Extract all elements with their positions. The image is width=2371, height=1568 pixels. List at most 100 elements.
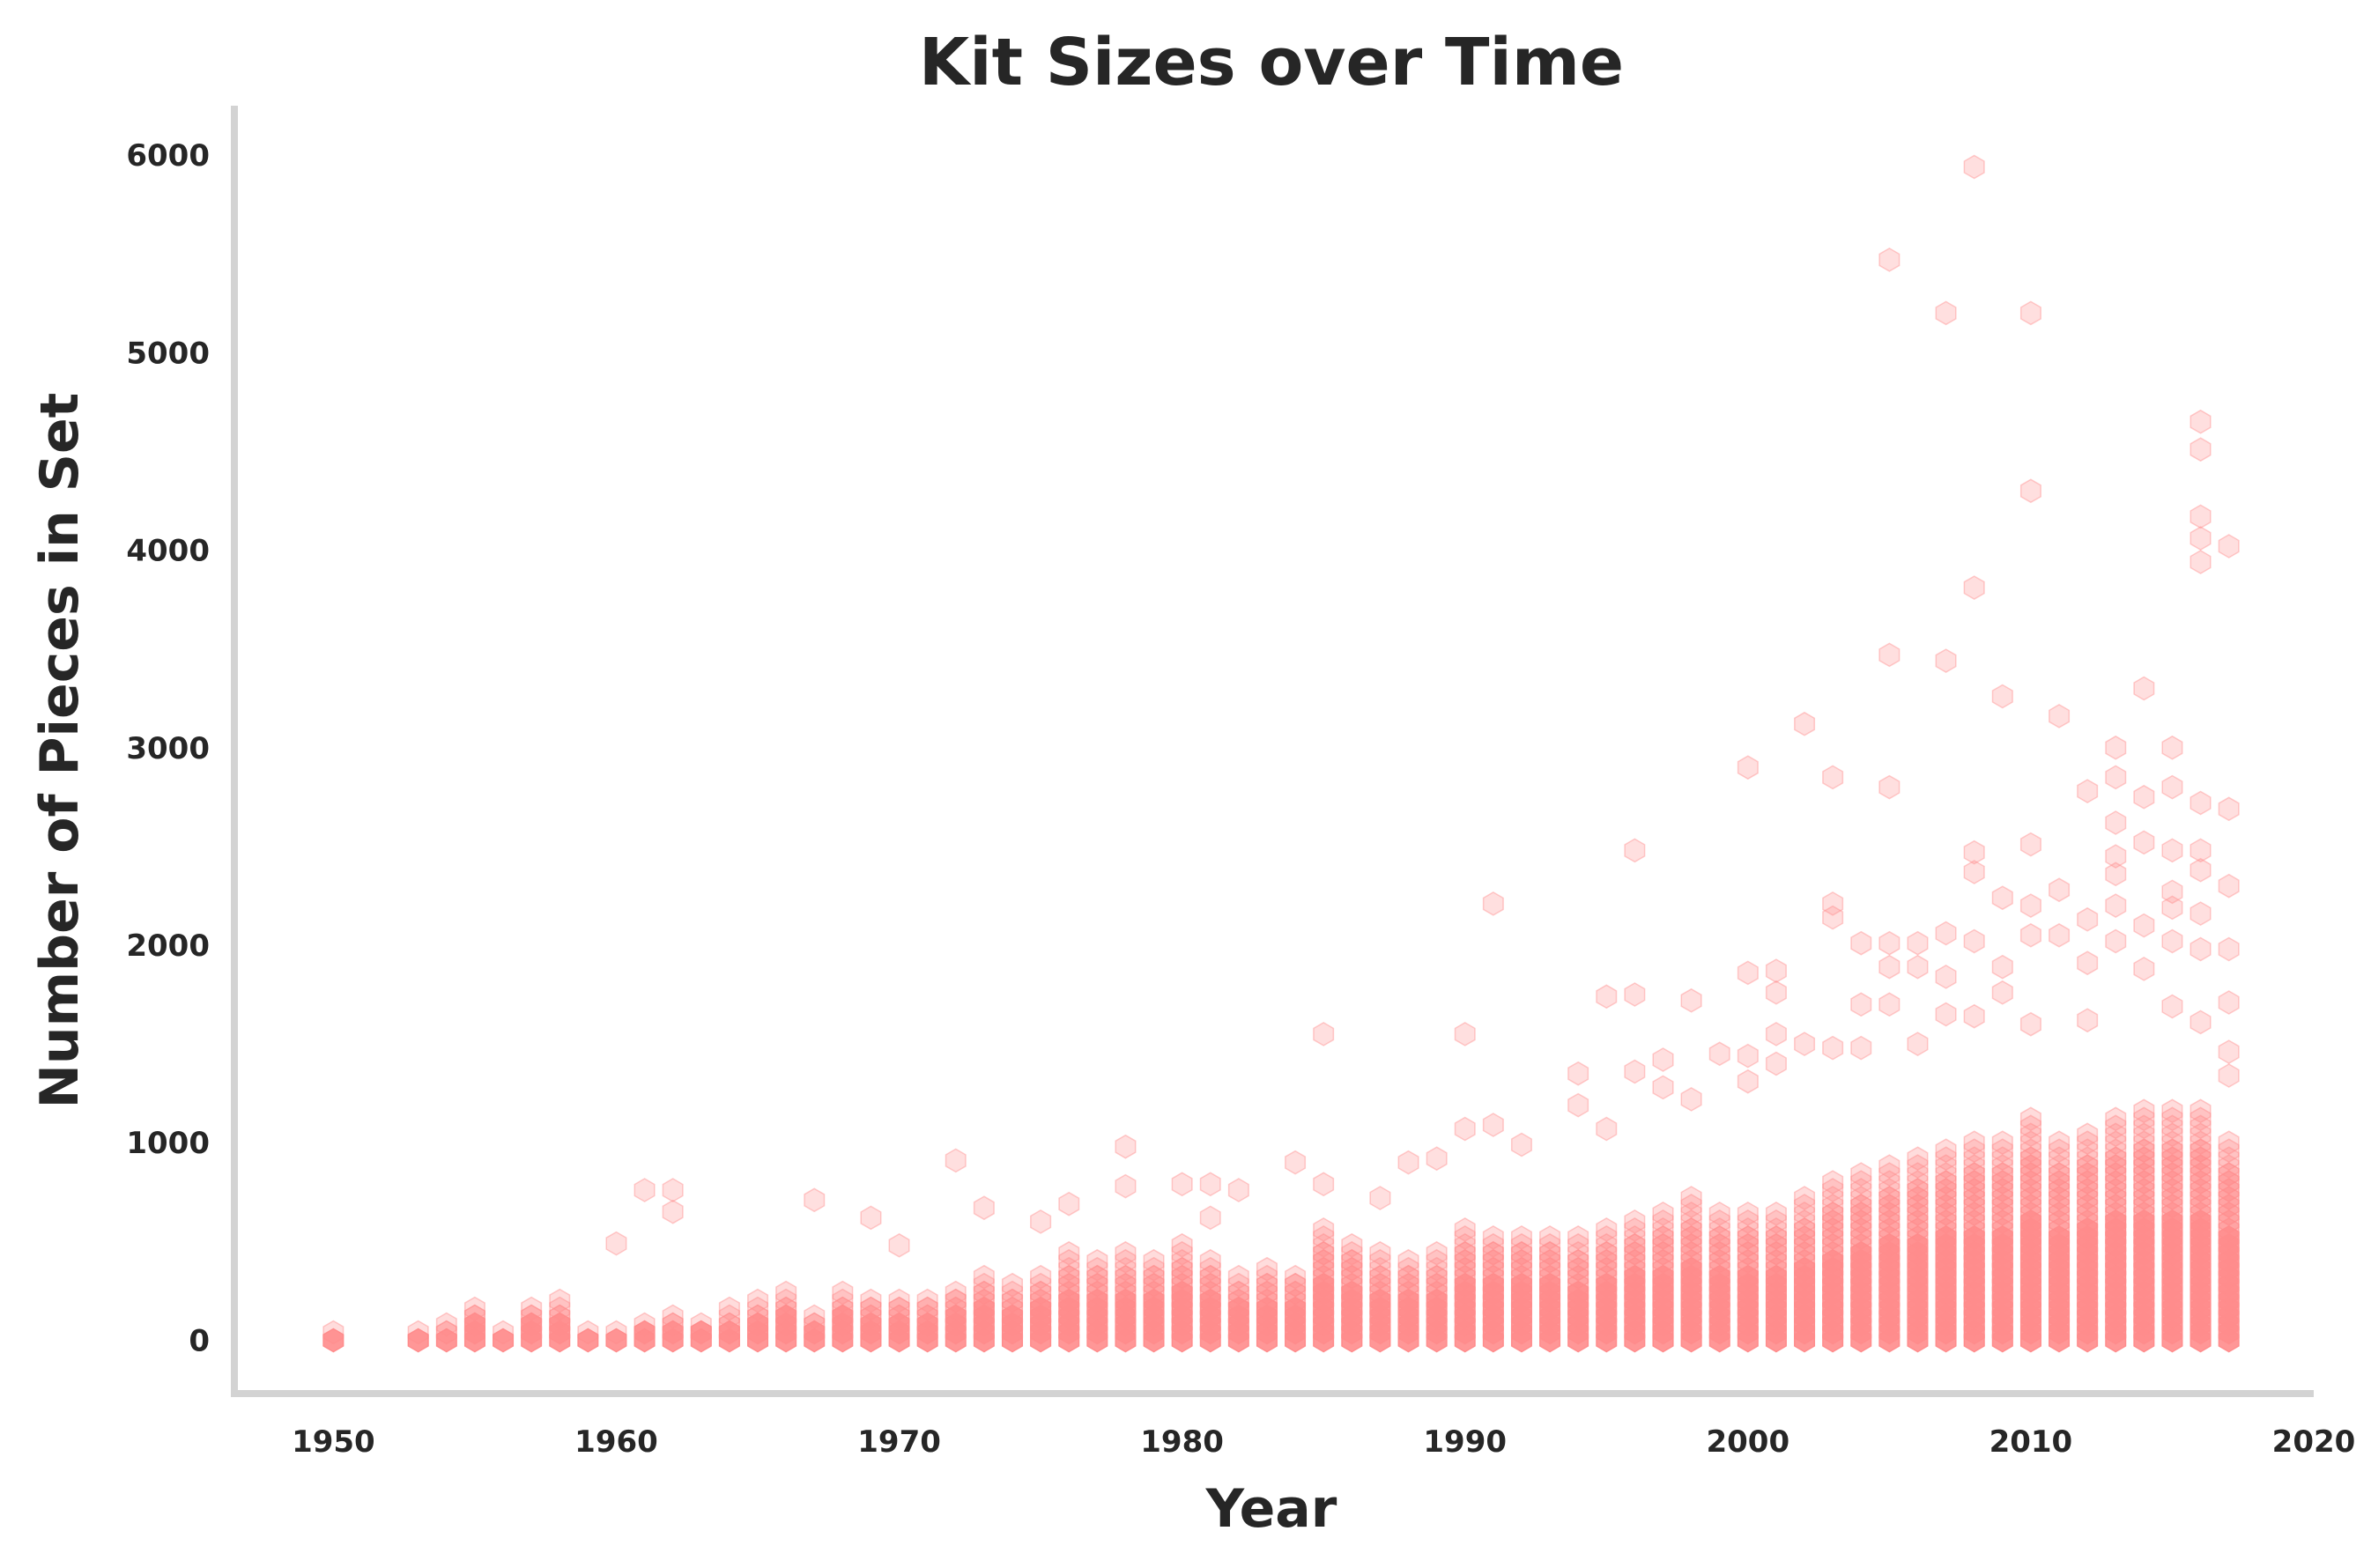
- data-point: [860, 1296, 882, 1321]
- data-point: [2218, 1154, 2240, 1179]
- data-point: [1567, 1225, 1589, 1250]
- data-point: [690, 1320, 712, 1345]
- outlier-point: [2105, 844, 2127, 869]
- data-point: [2218, 1162, 2240, 1187]
- data-point: [2077, 1138, 2099, 1164]
- outlier-point: [1963, 575, 1985, 600]
- outlier-point: [1199, 1205, 1221, 1231]
- outlier-point: [2105, 862, 2127, 887]
- y-tick-label: 4000: [126, 534, 210, 569]
- data-point: [1115, 1256, 1137, 1282]
- x-tick-label: 1960: [574, 1424, 658, 1460]
- outlier-point: [1878, 930, 1901, 956]
- outlier-point: [1454, 1116, 1476, 1142]
- data-point: [1822, 1186, 1844, 1210]
- outlier-point: [1765, 1022, 1787, 1047]
- data-point: [2077, 1146, 2099, 1172]
- x-tick-label: 1990: [1423, 1424, 1507, 1460]
- data-point: [1737, 1209, 1759, 1234]
- data-point: [1171, 1240, 1193, 1266]
- data-point: [1482, 1225, 1504, 1250]
- outlier-point: [1737, 1069, 1759, 1094]
- outlier-point: [2189, 409, 2212, 434]
- outlier-point: [2161, 895, 2183, 921]
- outlier-point: [2133, 957, 2155, 981]
- data-point: [1454, 1225, 1476, 1250]
- data-point: [1199, 1264, 1221, 1290]
- outlier-point: [1171, 1172, 1193, 1197]
- data-point: [1878, 1186, 1901, 1210]
- data-point: [1058, 1264, 1080, 1290]
- data-point: [1510, 1232, 1532, 1258]
- outlier-point: [1199, 1172, 1221, 1197]
- outlier-point: [2218, 873, 2240, 899]
- data-point: [435, 1320, 457, 1345]
- data-point: [1624, 1209, 1646, 1234]
- data-point: [1680, 1202, 1702, 1226]
- data-point: [1482, 1240, 1504, 1266]
- data-point: [1850, 1162, 1872, 1187]
- outlier-point: [1680, 1087, 1702, 1112]
- data-point: [1001, 1280, 1024, 1305]
- data-point: [1850, 1178, 1872, 1202]
- outlier-point: [2189, 437, 2212, 462]
- data-point: [1058, 1256, 1080, 1282]
- data-point: [1596, 1217, 1618, 1242]
- outlier-point: [1991, 980, 2013, 1005]
- outlier-point: [2189, 838, 2212, 863]
- outlier-point: [1030, 1209, 1052, 1234]
- data-point: [2049, 1138, 2071, 1164]
- data-point: [2133, 1106, 2155, 1132]
- data-point: [435, 1312, 457, 1337]
- data-point: [1171, 1232, 1193, 1258]
- data-point: [1794, 1202, 1816, 1226]
- data-point: [775, 1288, 797, 1313]
- outlier-point: [2105, 810, 2127, 835]
- data-point: [549, 1304, 571, 1329]
- data-point: [2077, 1154, 2099, 1179]
- data-point: [1907, 1162, 1929, 1187]
- data-point: [1086, 1248, 1108, 1274]
- outlier-point: [1850, 992, 1872, 1017]
- outlier-point: [2049, 704, 2071, 729]
- data-point: [1794, 1217, 1816, 1242]
- data-point: [2161, 1114, 2183, 1140]
- outlier-point: [1963, 860, 1985, 884]
- outlier-point: [2189, 1010, 2212, 1035]
- outlier-point: [1935, 300, 1957, 326]
- data-point: [463, 1304, 485, 1329]
- data-point: [577, 1320, 599, 1345]
- data-point: [2133, 1114, 2155, 1140]
- data-point: [1680, 1194, 1702, 1218]
- outlier-point: [634, 1178, 656, 1202]
- data-point: [2161, 1138, 2183, 1164]
- data-point: [916, 1288, 938, 1313]
- outlier-point: [2133, 784, 2155, 810]
- data-point: [1822, 1178, 1844, 1202]
- data-point: [1482, 1232, 1504, 1258]
- x-tick-label: 2010: [1989, 1424, 2073, 1460]
- data-point: [1822, 1202, 1844, 1226]
- outlier-point: [1397, 1150, 1419, 1175]
- data-point: [2189, 1106, 2212, 1132]
- data-point: [775, 1280, 797, 1305]
- data-point: [1567, 1240, 1589, 1266]
- data-point: [1822, 1194, 1844, 1218]
- data-point: [888, 1296, 910, 1321]
- outlier-point: [1822, 905, 1844, 930]
- data-point: [1567, 1248, 1589, 1274]
- data-point: [2019, 1146, 2041, 1172]
- outlier-point: [2161, 735, 2183, 760]
- outlier-point: [1963, 154, 1985, 180]
- data-point: [1426, 1256, 1448, 1282]
- data-point: [1567, 1232, 1589, 1258]
- data-point: [1256, 1272, 1278, 1298]
- outlier-point: [2218, 1039, 2240, 1064]
- outlier-point: [1652, 1047, 1674, 1072]
- data-point: [1935, 1162, 1957, 1187]
- outlier-point: [1426, 1146, 1448, 1172]
- data-point: [1850, 1194, 1872, 1218]
- outlier-point: [2133, 830, 2155, 855]
- y-tick-labels: 0 1000 2000 3000 4000 5000 6000: [126, 138, 210, 1358]
- outlier-point: [1567, 1092, 1589, 1118]
